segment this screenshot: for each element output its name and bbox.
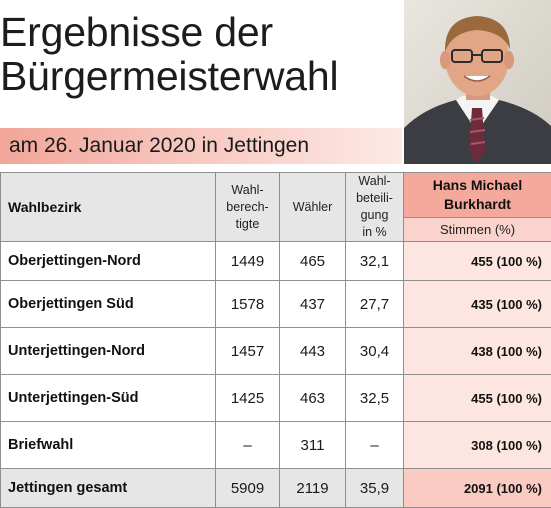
header-district: Wahlbezirk [1,173,216,242]
eligible-cell: 1425 [216,375,280,422]
page-title: Ergebnisse der Bürgermeisterwahl [0,10,400,98]
votes-cell: 308 (100 %) [404,422,551,469]
district-cell: Oberjettingen Süd [1,281,216,328]
title-line-1: Ergebnisse der [0,10,400,54]
district-cell: Jettingen gesamt [1,469,216,508]
votes-cell: 2091 (100 %) [404,469,551,508]
table-row: Unterjettingen-Süd 1425 463 32,5 455 (10… [1,375,551,422]
election-results-table: Wahlbezirk Wahl- berech- tigte Wähler Wa… [0,172,551,508]
title-line-2: Bürgermeisterwahl [0,54,400,98]
table-row: Oberjettingen-Nord 1449 465 32,1 455 (10… [1,242,551,281]
header-eligible: Wahl- berech- tigte [216,173,280,242]
votes-cell: 455 (100 %) [404,242,551,281]
voters-cell: 437 [280,281,346,328]
turnout-cell: 32,5 [346,375,404,422]
turnout-cell: – [346,422,404,469]
district-cell: Oberjettingen-Nord [1,242,216,281]
turnout-cell: 27,7 [346,281,404,328]
header-votes-unit: Stimmen (%) [404,218,551,242]
table-row-total: Jettingen gesamt 5909 2119 35,9 2091 (10… [1,469,551,508]
turnout-cell: 35,9 [346,469,404,508]
district-cell: Unterjettingen-Süd [1,375,216,422]
header-turnout: Wahl- beteili- gung in % [346,173,404,242]
voters-cell: 463 [280,375,346,422]
header-candidate-name: Hans Michael Burkhardt [404,173,551,218]
turnout-cell: 32,1 [346,242,404,281]
votes-cell: 438 (100 %) [404,328,551,375]
votes-cell: 435 (100 %) [404,281,551,328]
candidate-portrait-photo [404,0,551,164]
date-banner-text: am 26. Januar 2020 in Jettingen [9,134,309,158]
district-cell: Briefwahl [1,422,216,469]
voters-cell: 443 [280,328,346,375]
header-voters: Wähler [280,173,346,242]
eligible-cell: – [216,422,280,469]
eligible-cell: 1457 [216,328,280,375]
district-cell: Unterjettingen-Nord [1,328,216,375]
eligible-cell: 5909 [216,469,280,508]
table-row: Oberjettingen Süd 1578 437 27,7 435 (100… [1,281,551,328]
table-row: Unterjettingen-Nord 1457 443 30,4 438 (1… [1,328,551,375]
date-banner: am 26. Januar 2020 in Jettingen [0,128,402,164]
voters-cell: 2119 [280,469,346,508]
voters-cell: 465 [280,242,346,281]
table-row: Briefwahl – 311 – 308 (100 %) [1,422,551,469]
voters-cell: 311 [280,422,346,469]
votes-cell: 455 (100 %) [404,375,551,422]
turnout-cell: 30,4 [346,328,404,375]
eligible-cell: 1449 [216,242,280,281]
eligible-cell: 1578 [216,281,280,328]
